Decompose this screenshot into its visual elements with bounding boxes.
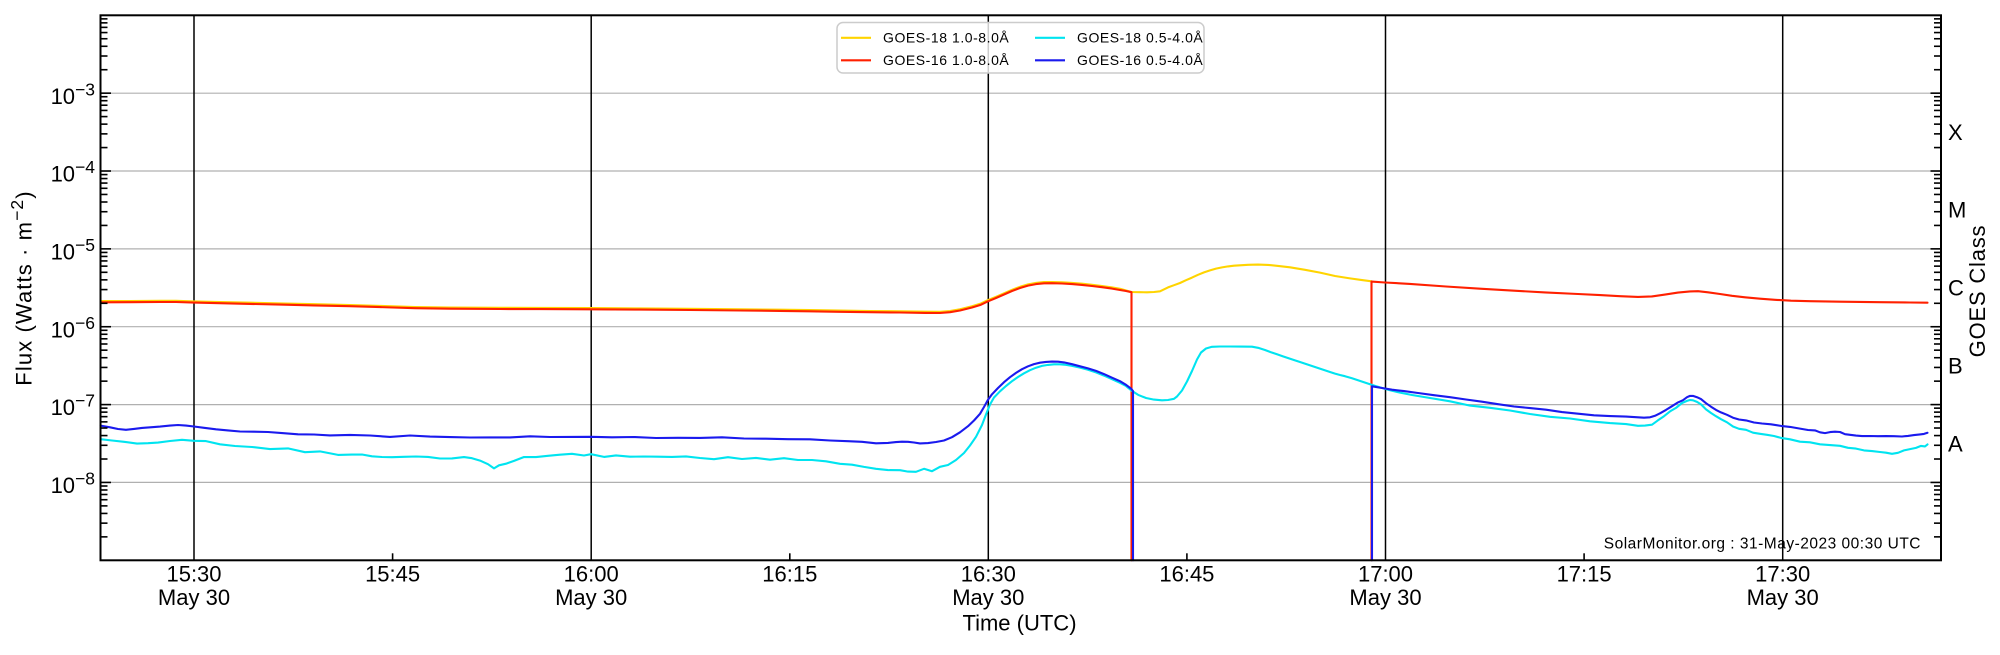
svg-text:GOES Class: GOES Class xyxy=(1965,225,1990,358)
svg-text:May 30: May 30 xyxy=(952,585,1024,610)
svg-text:GOES-16 0.5-4.0Å: GOES-16 0.5-4.0Å xyxy=(1077,52,1203,68)
svg-text:17:00: 17:00 xyxy=(1358,562,1413,587)
svg-text:May 30: May 30 xyxy=(1747,585,1819,610)
svg-text:17:30: 17:30 xyxy=(1755,562,1810,587)
svg-text:May 30: May 30 xyxy=(1349,585,1421,610)
svg-text:10−7: 10−7 xyxy=(51,391,95,421)
svg-text:GOES-18 1.0-8.0Å: GOES-18 1.0-8.0Å xyxy=(883,29,1009,45)
svg-text:16:30: 16:30 xyxy=(961,562,1016,587)
svg-text:SolarMonitor.org : 31-May-2023: SolarMonitor.org : 31-May-2023 00:30 UTC xyxy=(1604,536,1921,553)
svg-text:15:45: 15:45 xyxy=(365,562,420,587)
svg-text:A: A xyxy=(1948,431,1963,456)
svg-text:M: M xyxy=(1948,198,1966,223)
svg-text:C: C xyxy=(1948,276,1964,301)
svg-text:GOES-18 0.5-4.0Å: GOES-18 0.5-4.0Å xyxy=(1077,29,1203,45)
svg-text:16:15: 16:15 xyxy=(762,562,817,587)
svg-text:16:00: 16:00 xyxy=(564,562,619,587)
svg-text:Time (UTC): Time (UTC) xyxy=(962,611,1076,636)
svg-text:X: X xyxy=(1948,120,1963,145)
svg-text:May 30: May 30 xyxy=(555,585,627,610)
svg-text:GOES-16 1.0-8.0Å: GOES-16 1.0-8.0Å xyxy=(883,52,1009,68)
svg-text:May 30: May 30 xyxy=(158,585,230,610)
svg-text:B: B xyxy=(1948,354,1963,379)
svg-text:10−5: 10−5 xyxy=(51,235,95,265)
svg-text:15:30: 15:30 xyxy=(166,562,221,587)
svg-text:Flux (Watts · m−2): Flux (Watts · m−2) xyxy=(7,190,37,385)
svg-text:16:45: 16:45 xyxy=(1159,562,1214,587)
svg-text:17:15: 17:15 xyxy=(1557,562,1612,587)
